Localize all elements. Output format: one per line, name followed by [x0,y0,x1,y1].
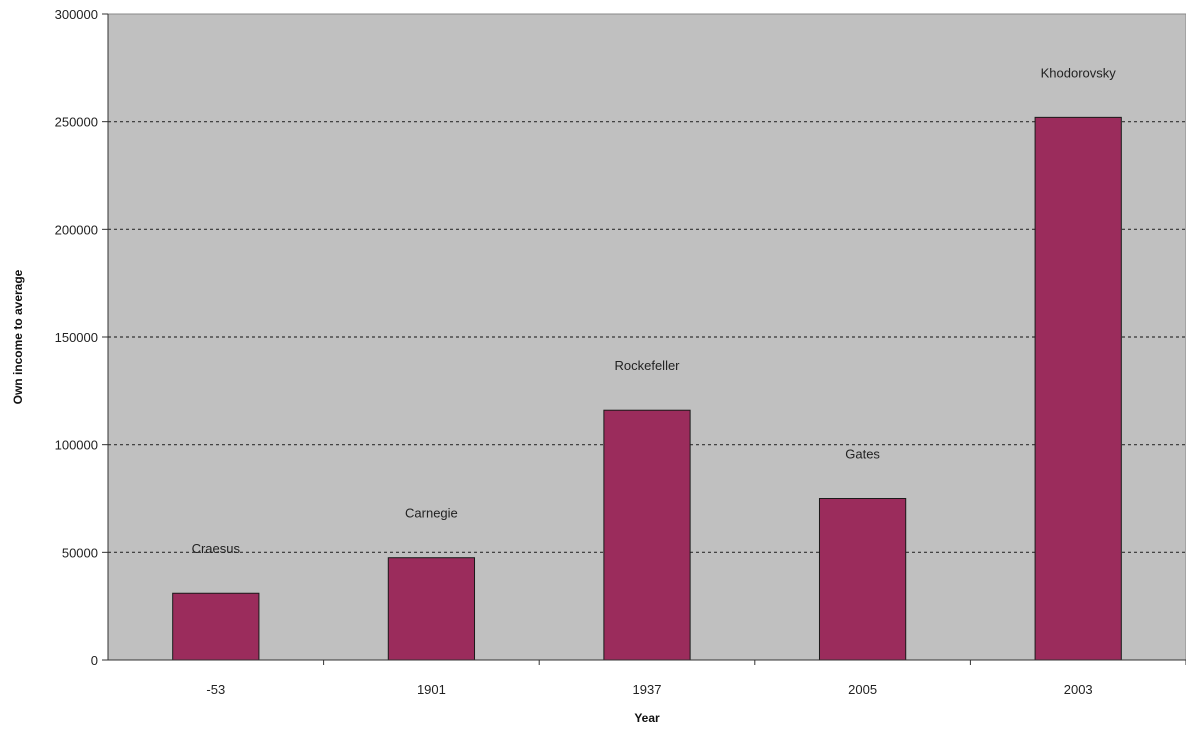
bar [1034,116,1122,661]
y-tick-label: 100000 [55,438,98,453]
y-tick-label: 300000 [55,7,98,22]
bar-data-label: Carnegie [405,506,458,521]
bar [603,409,691,661]
bar-data-label: Gates [845,447,880,462]
x-axis-title: Year [634,711,660,725]
x-tick-label: 1937 [633,682,662,697]
bars [172,116,1122,661]
x-ticks: -53 1901 1937 2005 2003 [206,660,1186,697]
bar-labels: Craesus Carnegie Rockefeller Gates Khodorovs… [192,65,1117,556]
bar-data-label: Khodorovsky [1041,65,1117,80]
bar-data-label: Craesus [192,541,241,556]
y-tick-label: 0 [91,653,98,668]
x-tick-label: 2003 [1064,682,1093,697]
y-tick-label: 250000 [55,115,98,130]
bar [818,498,907,661]
bar [387,557,476,661]
x-tick-label: 1901 [417,682,446,697]
y-tick-label: 50000 [62,545,98,560]
y-tick-label: 200000 [55,222,98,237]
y-ticks: 0 50000 100000 150000 200000 250000 300000 [55,7,108,668]
bar [172,592,260,661]
bar-data-label: Rockefeller [614,358,680,373]
x-tick-label: -53 [206,682,225,697]
x-tick-label: 2005 [848,682,877,697]
y-axis-title: Own income to average [11,269,25,404]
y-tick-label: 150000 [55,330,98,345]
